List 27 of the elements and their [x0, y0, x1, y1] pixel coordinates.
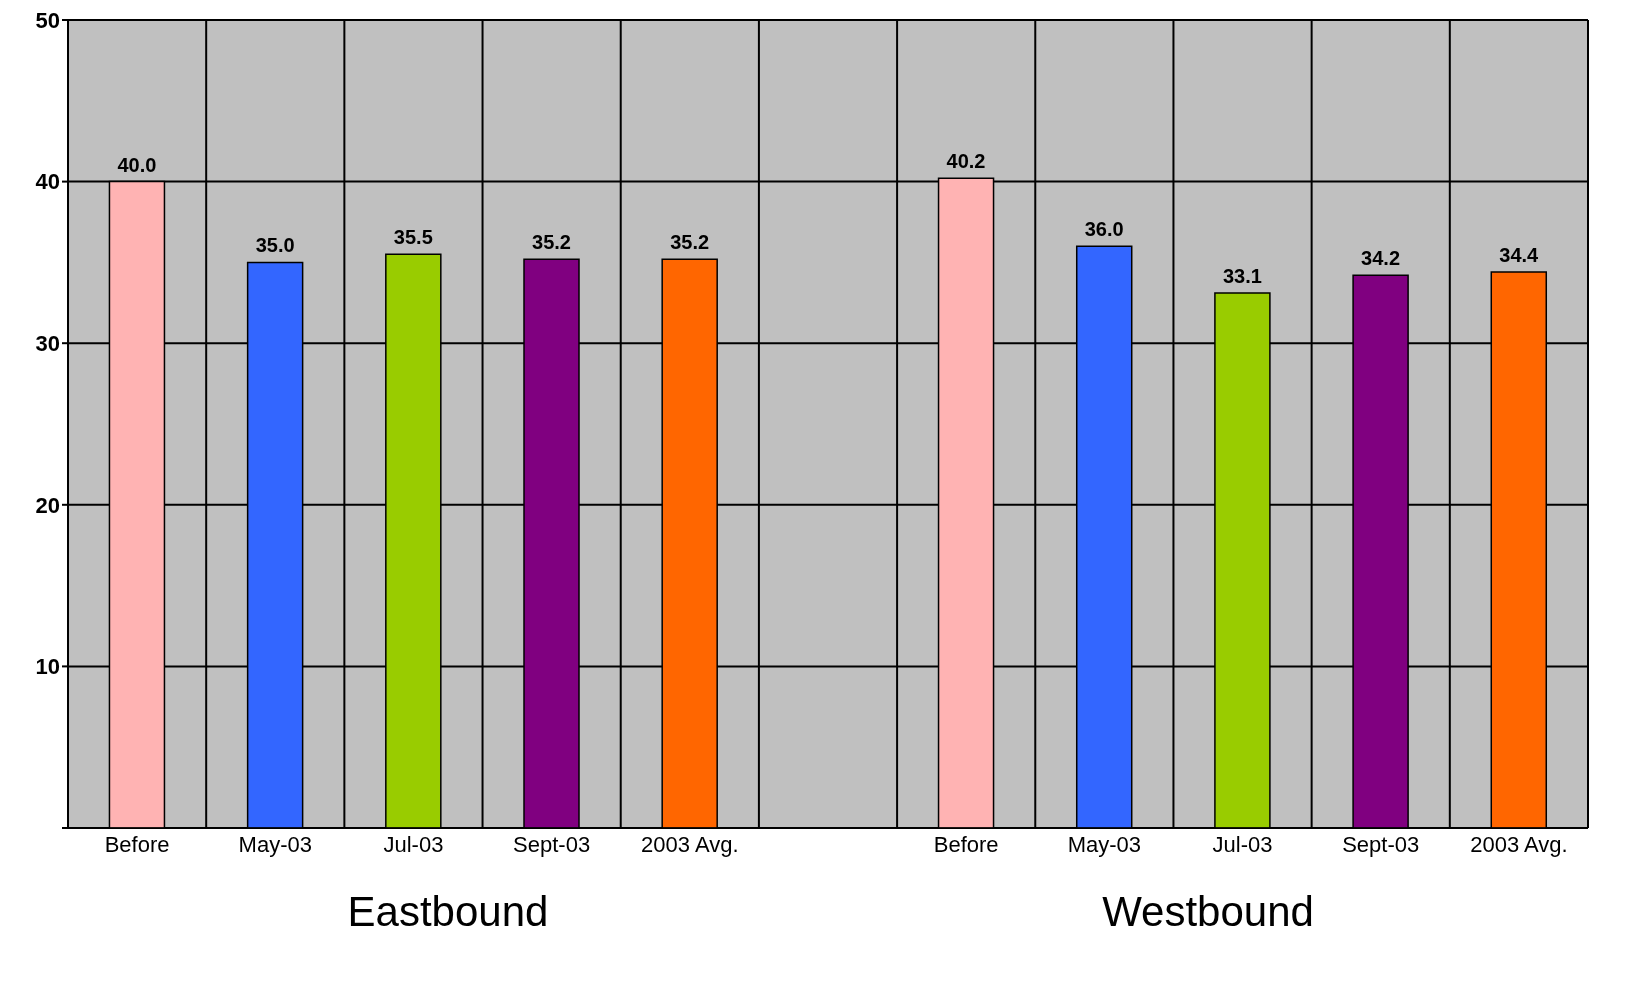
- y-tick-label: 40: [35, 169, 60, 195]
- data-label: 40.0: [117, 153, 157, 176]
- x-tick-label: Jul-03: [1212, 831, 1273, 857]
- data-label: 35.0: [255, 234, 295, 257]
- x-tick-label: May-03: [1067, 831, 1142, 857]
- y-tick-label: 10: [35, 654, 60, 680]
- x-tick-label: Sept-03: [1342, 831, 1420, 857]
- data-label: 35.2: [670, 231, 710, 254]
- text: Westbound: [1101, 888, 1315, 936]
- data-label: 35.5: [393, 226, 433, 249]
- y-tick-label: 50: [35, 7, 60, 33]
- text: Eastbound: [346, 888, 550, 936]
- x-tick-label: Before: [104, 831, 170, 857]
- data-label: 35.2: [532, 231, 571, 254]
- x-tick-label: May-03: [238, 831, 312, 857]
- x-tick-label: 2003 Avg.: [641, 831, 739, 857]
- y-tick-label: 30: [35, 331, 60, 357]
- x-tick-label: Before: [933, 831, 999, 857]
- data-label: 36.0: [1084, 218, 1124, 241]
- x-tick-label: 2003 Avg.: [1470, 831, 1568, 857]
- data-label: 34.2: [1361, 247, 1401, 270]
- data-label: 40.2: [946, 150, 986, 173]
- data-label: 34.4: [1499, 244, 1540, 267]
- x-tick-label: Jul-03: [383, 831, 444, 857]
- x-tick-label: Sept-03: [513, 831, 591, 857]
- data-label: 33.1: [1222, 265, 1262, 288]
- y-tick-label: 20: [35, 492, 60, 518]
